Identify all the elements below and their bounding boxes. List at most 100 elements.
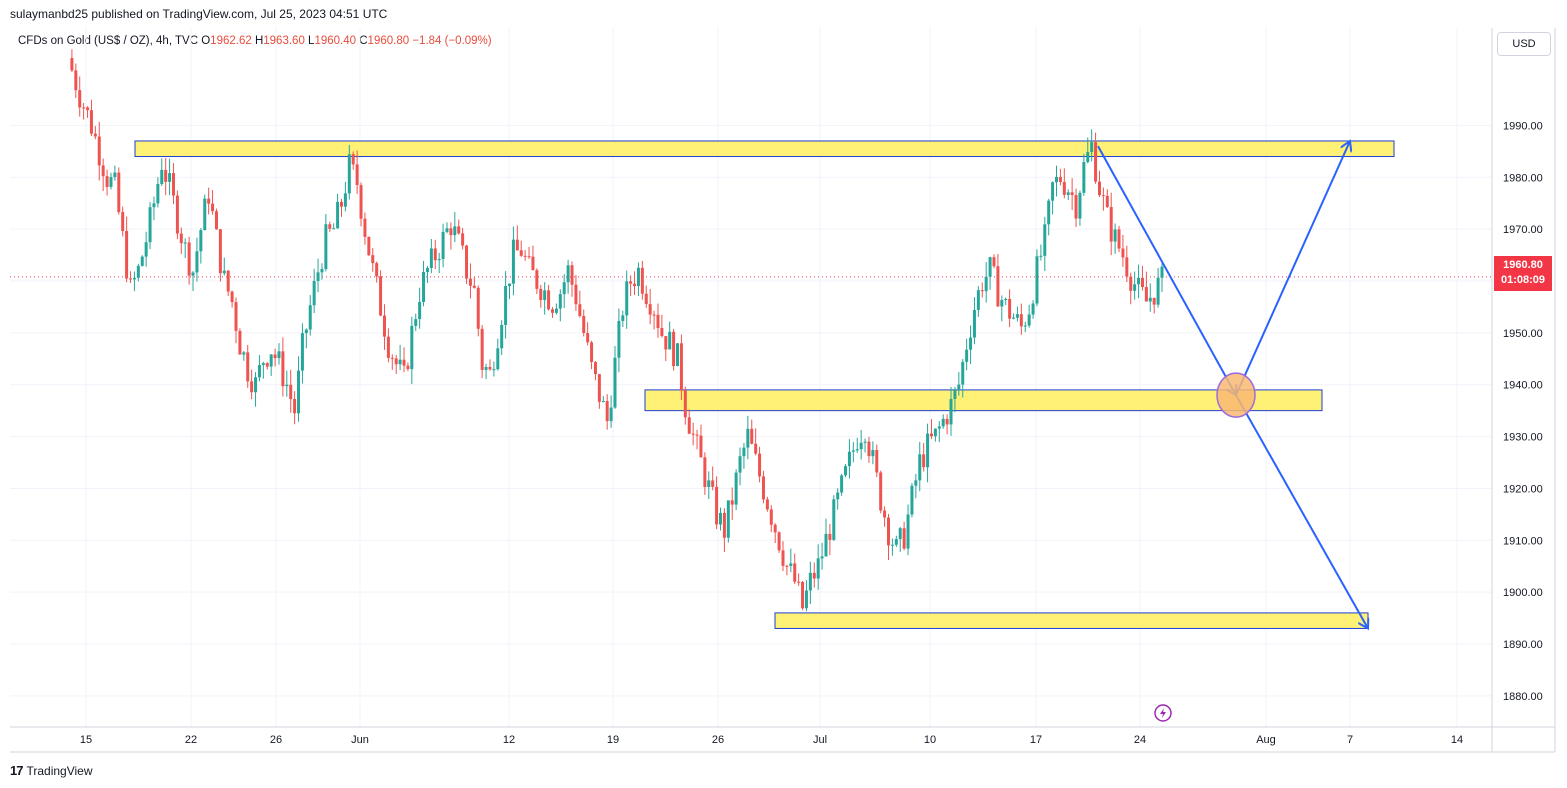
candle-body: [1000, 300, 1004, 307]
candle-body: [398, 359, 402, 365]
candle-body: [250, 381, 254, 393]
candle-body: [836, 492, 840, 500]
candle-body: [1101, 195, 1105, 197]
candle-body: [742, 447, 746, 457]
candle-body: [234, 302, 238, 331]
candle-body: [1019, 314, 1023, 327]
candle-body: [414, 319, 418, 326]
candle-body: [429, 248, 433, 268]
candle-body: [906, 514, 910, 549]
candle-body: [910, 485, 914, 515]
candle-body: [777, 532, 781, 551]
candle-body: [328, 224, 332, 229]
candle-body: [539, 288, 543, 300]
candle-body: [832, 499, 836, 540]
candle-body: [593, 362, 597, 375]
candle-body: [488, 367, 492, 370]
candle-body: [265, 363, 269, 367]
candle-body: [1094, 142, 1098, 182]
candle-body: [1105, 195, 1109, 207]
candle-body: [164, 169, 168, 182]
candle-body: [320, 269, 324, 273]
candle-body: [980, 290, 984, 292]
candle-body: [875, 450, 879, 473]
currency-button[interactable]: USD: [1497, 32, 1551, 56]
candle-body: [644, 293, 648, 305]
candle-body: [1027, 314, 1031, 326]
candle-body: [394, 358, 398, 365]
candle-body: [355, 164, 359, 186]
candle-body: [660, 327, 664, 337]
symbol-name[interactable]: CFDs on Gold (US$ / OZ), 4h, TVC: [18, 35, 199, 47]
projection-arrow: [1235, 394, 1368, 628]
candle-body: [1055, 176, 1059, 183]
candle-body: [902, 528, 906, 549]
candle-body: [425, 267, 429, 272]
candle-body: [863, 441, 867, 443]
x-tick-label: 24: [1134, 734, 1146, 746]
candle-body: [519, 250, 523, 256]
zone-resistance: [134, 140, 1395, 158]
candle-body: [1117, 229, 1121, 249]
candle-body: [871, 450, 875, 457]
candle-body: [1051, 182, 1055, 201]
candle-body: [211, 203, 215, 212]
candle-body: [203, 198, 207, 231]
candle-body: [1015, 314, 1019, 318]
candle-body: [1062, 181, 1066, 195]
candle-body: [1090, 142, 1094, 153]
candle-body: [1140, 277, 1144, 288]
candle-body: [929, 433, 933, 437]
candle-body: [785, 565, 789, 567]
publisher-line: sulaymanbd25 published on TradingView.co…: [10, 7, 388, 21]
candle-body: [941, 418, 945, 427]
candle-body: [558, 294, 562, 309]
candle-body: [78, 90, 82, 108]
candle-body: [801, 582, 805, 609]
y-tick-label: 1970.00: [1503, 224, 1543, 236]
candle-body: [898, 528, 902, 540]
candle-body: [1109, 206, 1113, 242]
candle-body: [957, 384, 961, 390]
candle-body: [1078, 192, 1082, 219]
candle-body: [257, 365, 261, 378]
candle-body: [1066, 192, 1070, 195]
candle-body: [562, 282, 566, 295]
candle-body: [859, 442, 863, 450]
candle-body: [656, 314, 660, 328]
candle-body: [984, 276, 988, 292]
footer-brand[interactable]: 17 TradingView: [10, 763, 93, 778]
candle-body: [797, 581, 801, 583]
x-tick-label: 26: [270, 734, 282, 746]
close-label: C: [359, 35, 368, 47]
candle-body: [101, 165, 105, 177]
x-tick-label: 10: [924, 734, 936, 746]
candle-body: [566, 265, 570, 283]
candle-body: [332, 228, 336, 230]
candle-body: [808, 572, 812, 591]
candle-body: [676, 343, 680, 367]
x-tick-label: 19: [607, 734, 619, 746]
candle-body: [375, 263, 379, 277]
candle-body: [285, 384, 289, 387]
candle-body: [1086, 152, 1090, 163]
pivot-circle: [1216, 372, 1256, 418]
candle-body: [996, 266, 1000, 307]
y-tick-label: 1940.00: [1503, 380, 1543, 392]
candle-body: [773, 524, 777, 533]
candle-body: [746, 428, 750, 448]
candle-body: [1012, 317, 1016, 319]
candle-body: [1097, 181, 1101, 196]
candle-body: [1133, 284, 1137, 291]
candle-body: [648, 304, 652, 315]
candle-body: [937, 426, 941, 429]
candle-body: [1043, 224, 1047, 256]
candle-body: [351, 154, 355, 165]
candle-body: [633, 283, 637, 287]
candle-body: [547, 290, 551, 310]
candle-body: [347, 154, 351, 194]
candle-body: [570, 265, 574, 285]
candle-body: [1125, 257, 1129, 277]
open-label: O: [201, 35, 211, 47]
